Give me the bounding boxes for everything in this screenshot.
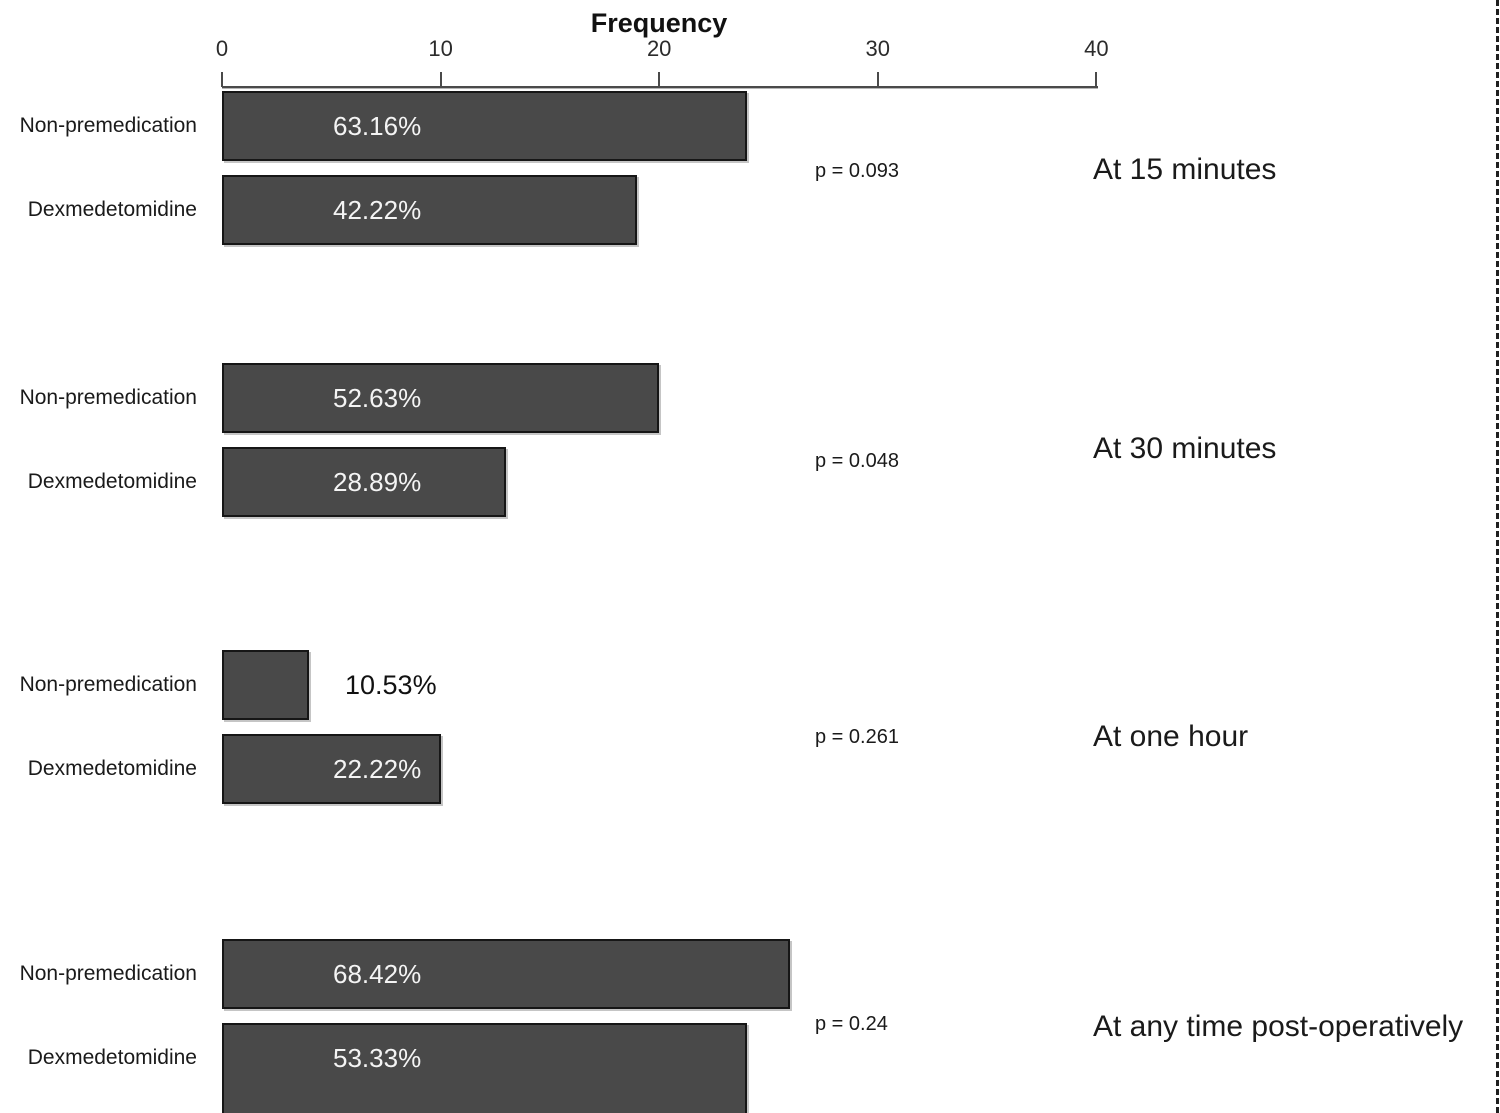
bar-dexmedetomidine-4 — [222, 1023, 747, 1113]
category-label: Non-premedication — [19, 673, 197, 696]
x-axis-tick — [439, 72, 442, 87]
x-axis-tick-label: 10 — [428, 36, 453, 61]
percent-label: 42.22% — [333, 194, 422, 225]
percent-label: 53.33% — [333, 1042, 422, 1073]
percent-label: 22.22% — [333, 753, 422, 784]
time-point-label: At one hour — [1093, 720, 1249, 753]
p-value-label: p = 0.048 — [815, 450, 899, 472]
bar-dexmedetomidine-3 — [222, 734, 441, 804]
bar-non-premedication-1 — [222, 91, 747, 161]
category-label: Dexmedetomidine — [27, 470, 197, 493]
percent-label: 10.53% — [345, 669, 437, 700]
selection-dashed-border — [1496, 0, 1499, 1113]
bar-dexmedetomidine-2 — [222, 447, 507, 517]
category-label: Non-premedication — [19, 962, 197, 985]
bar-non-premedication-2 — [222, 363, 660, 433]
percent-label: 52.63% — [333, 382, 422, 413]
category-label: Dexmedetomidine — [27, 198, 197, 221]
time-point-label: At 15 minutes — [1093, 153, 1277, 186]
bar-non-premedication-3 — [222, 650, 310, 720]
percent-label: 68.42% — [333, 958, 422, 989]
x-axis-tick — [1095, 72, 1098, 87]
time-point-label: At 30 minutes — [1093, 432, 1277, 465]
x-axis-tick — [221, 72, 223, 87]
p-value-label: p = 0.24 — [815, 1013, 888, 1035]
x-axis-tick-label: 0 — [215, 36, 229, 61]
percent-label: 63.16% — [333, 110, 422, 141]
x-axis-tick-label: 20 — [646, 36, 672, 61]
x-axis-line — [222, 86, 1098, 89]
x-axis-tick-label: 30 — [865, 36, 891, 61]
time-point-label: At any time post-operatively — [1093, 1010, 1464, 1043]
x-axis-tick — [876, 72, 879, 87]
x-axis-title: Frequency — [590, 8, 728, 38]
category-label: Non-premedication — [19, 386, 197, 409]
percent-label: 28.89% — [333, 466, 422, 497]
category-label: Non-premedication — [19, 114, 197, 137]
bar-dexmedetomidine-1 — [222, 175, 638, 245]
p-value-label: p = 0.093 — [815, 160, 899, 182]
bar-non-premedication-4 — [222, 939, 791, 1009]
p-value-label: p = 0.261 — [815, 726, 899, 748]
category-label: Dexmedetomidine — [27, 1046, 197, 1069]
category-label: Dexmedetomidine — [27, 757, 197, 780]
x-axis-tick — [658, 72, 661, 87]
x-axis-tick-label: 40 — [1084, 36, 1109, 61]
